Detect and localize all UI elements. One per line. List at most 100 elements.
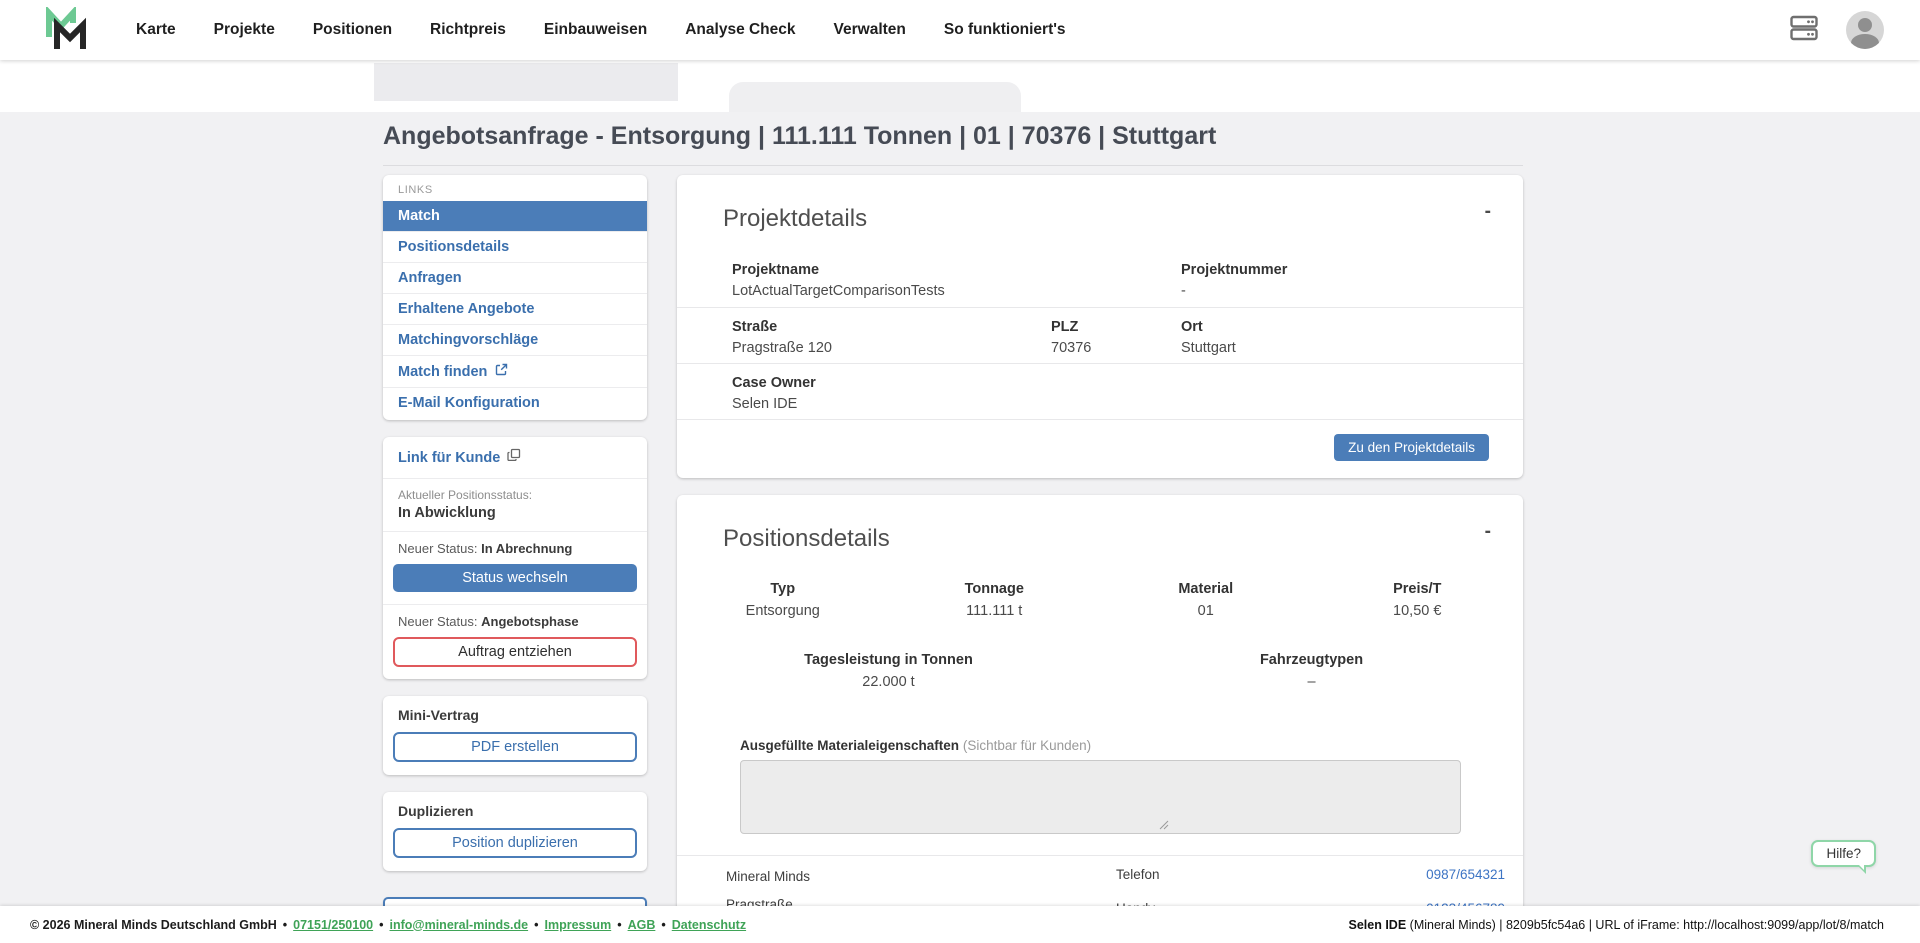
- sidebar-item-label: Erhaltene Angebote: [398, 301, 535, 317]
- sidebar-item-label: Anfragen: [398, 270, 462, 286]
- field-value: 70376: [1051, 340, 1092, 356]
- field-value: Stuttgart: [1181, 340, 1236, 356]
- sidebar-item-match[interactable]: Match: [383, 201, 647, 231]
- field-value: 10,50 €: [1393, 603, 1442, 619]
- field-label: Tagesleistung in Tonnen: [804, 652, 973, 668]
- nav-item-analyse-check[interactable]: Analyse Check: [685, 21, 796, 38]
- mini-contract-card: Mini-Vertrag PDF erstellen: [383, 696, 647, 775]
- current-status-value: In Abwicklung: [398, 505, 496, 521]
- project-row-owner: Case Owner Selen IDE: [677, 363, 1523, 419]
- project-details-card: Projektdetails - Projektname LotActualTa…: [677, 175, 1523, 478]
- position-summary-row: Typ Entsorgung Tonnage 111.111 t Materia…: [677, 581, 1523, 619]
- status-card: Link für Kunde Aktueller Positionsstatus…: [383, 437, 647, 679]
- footer-left: © 2026 Mineral Minds Deutschland GmbH • …: [30, 918, 746, 932]
- contact-phone-link[interactable]: 0987/654321: [1426, 867, 1505, 882]
- sidebar-item-label: Match: [398, 208, 440, 224]
- sidebar-item-erhaltene-angebote[interactable]: Erhaltene Angebote: [383, 293, 647, 324]
- server-icon[interactable]: [1790, 15, 1818, 46]
- footer-user-name: Selen IDE: [1348, 917, 1407, 932]
- nav-menu: Karte Projekte Positionen Richtpreis Ein…: [136, 21, 1066, 39]
- position-details-card: Positionsdetails - Typ Entsorgung Tonnag…: [677, 495, 1523, 919]
- next-status-line: Neuer Status: In Abrechnung: [393, 541, 637, 564]
- field-label: Projektnummer: [1181, 262, 1288, 278]
- sidebar-item-label: Matchingvorschläge: [398, 332, 539, 348]
- next-status-prefix: Neuer Status:: [398, 541, 478, 556]
- next-status-value: In Abrechnung: [481, 541, 573, 556]
- field-label: PLZ: [1051, 319, 1079, 335]
- customer-link[interactable]: Link für Kunde: [398, 449, 501, 466]
- top-navbar: Karte Projekte Positionen Richtpreis Ein…: [0, 0, 1920, 60]
- footer-copyright: © 2026 Mineral Minds Deutschland GmbH: [30, 917, 277, 932]
- help-button[interactable]: Hilfe?: [1811, 840, 1876, 874]
- footer-separator: •: [617, 917, 622, 932]
- footer-agb-link[interactable]: AGB: [627, 917, 656, 932]
- field-label: Typ: [770, 581, 796, 597]
- avatar-icon[interactable]: [1846, 11, 1884, 49]
- project-row-address: Straße Pragstraße 120 PLZ 70376 Ort Stut…: [677, 307, 1523, 363]
- copy-icon[interactable]: [507, 448, 521, 467]
- logo-icon[interactable]: [40, 4, 92, 56]
- current-status-label: Aktueller Positionsstatus:: [398, 488, 533, 502]
- nav-item-einbauweisen[interactable]: Einbauweisen: [543, 21, 648, 38]
- footer-impressum-link[interactable]: Impressum: [544, 917, 612, 932]
- to-project-details-button[interactable]: Zu den Projektdetails: [1334, 434, 1489, 461]
- footer-phone-link[interactable]: 07151/250100: [293, 917, 374, 932]
- collapse-icon[interactable]: -: [1484, 201, 1491, 222]
- duplicate-position-button[interactable]: Position duplizieren: [393, 828, 637, 858]
- field-label: Projektname: [732, 262, 820, 278]
- next-status-value: Angebotsphase: [481, 614, 579, 629]
- duplicate-title: Duplizieren: [398, 803, 474, 819]
- material-properties-textarea[interactable]: [740, 760, 1461, 834]
- footer-separator: •: [282, 917, 288, 932]
- position-secondary-row: Tagesleistung in Tonnen 22.000 t Fahrzeu…: [677, 652, 1523, 690]
- sidebar-item-positionsdetails[interactable]: Positionsdetails: [383, 231, 647, 262]
- field-label: Fahrzeugtypen: [1259, 652, 1364, 668]
- nav-item-verwalten[interactable]: Verwalten: [833, 21, 906, 38]
- field-value: Selen IDE: [732, 396, 798, 412]
- nav-item-projekte[interactable]: Projekte: [213, 21, 275, 38]
- footer-email-link[interactable]: info@mineral-minds.de: [389, 917, 529, 932]
- position-card-title: Positionsdetails: [723, 525, 890, 552]
- sidebar-item-email-konfiguration[interactable]: E-Mail Konfiguration: [383, 387, 647, 418]
- sidebar-item-match-finden[interactable]: Match finden: [383, 355, 647, 387]
- material-properties-label-row: Ausgefüllte Materialeigenschaften (Sicht…: [740, 738, 1523, 753]
- project-row-name: Projektname LotActualTargetComparisonTes…: [677, 251, 1523, 307]
- nav-item-richtpreis[interactable]: Richtpreis: [430, 21, 506, 38]
- footer: © 2026 Mineral Minds Deutschland GmbH • …: [0, 906, 1920, 943]
- footer-user-info: Selen IDE (Mineral Minds) | 8209b5fc54a6…: [1349, 918, 1884, 932]
- collapse-icon[interactable]: -: [1484, 521, 1491, 542]
- material-properties-label: Ausgefüllte Materialeigenschaften: [740, 738, 960, 753]
- footer-user-meta: (Mineral Minds) | 8209b5fc54a6 | URL of …: [1406, 917, 1884, 932]
- field-value: -: [1181, 283, 1186, 299]
- field-label: Case Owner: [732, 375, 816, 391]
- sidebar-item-label: E-Mail Konfiguration: [398, 395, 540, 411]
- contact-company: Mineral Minds: [726, 869, 811, 884]
- sidebar: LINKS Match Positionsdetails Anfragen Er…: [383, 175, 647, 932]
- field-value: 01: [1197, 603, 1214, 619]
- content-area: Angebotsanfrage - Entsorgung | 111.111 T…: [383, 112, 1523, 932]
- withdraw-order-button[interactable]: Auftrag entziehen: [393, 637, 637, 667]
- create-pdf-button[interactable]: PDF erstellen: [393, 732, 637, 762]
- material-properties-hint: (Sichtbar für Kunden): [962, 738, 1092, 753]
- footer-separator: •: [379, 917, 384, 932]
- nav-item-so-funktionierts[interactable]: So funktioniert's: [943, 21, 1066, 38]
- field-label: Ort: [1181, 319, 1203, 335]
- sidebar-item-matchingvorschlaege[interactable]: Matchingvorschläge: [383, 324, 647, 355]
- skeleton-block: [374, 63, 678, 101]
- links-header: LINKS: [398, 184, 433, 196]
- external-link-icon: [495, 363, 508, 380]
- next-status-prefix: Neuer Status:: [398, 614, 478, 629]
- sidebar-item-anfragen[interactable]: Anfragen: [383, 262, 647, 293]
- field-value: Pragstraße 120: [732, 340, 832, 356]
- nav-item-karte[interactable]: Karte: [136, 21, 176, 38]
- field-label: Straße: [732, 319, 778, 335]
- duplicate-card: Duplizieren Position duplizieren: [383, 792, 647, 871]
- footer-separator: •: [534, 917, 539, 932]
- main-column: Projektdetails - Projektname LotActualTa…: [677, 175, 1523, 919]
- nav-item-positionen[interactable]: Positionen: [312, 21, 393, 38]
- sidebar-item-label: Positionsdetails: [398, 239, 510, 255]
- footer-separator: •: [661, 917, 666, 932]
- field-label: Tonnage: [964, 581, 1024, 597]
- change-status-button[interactable]: Status wechseln: [393, 564, 637, 592]
- footer-datenschutz-link[interactable]: Datenschutz: [671, 917, 747, 932]
